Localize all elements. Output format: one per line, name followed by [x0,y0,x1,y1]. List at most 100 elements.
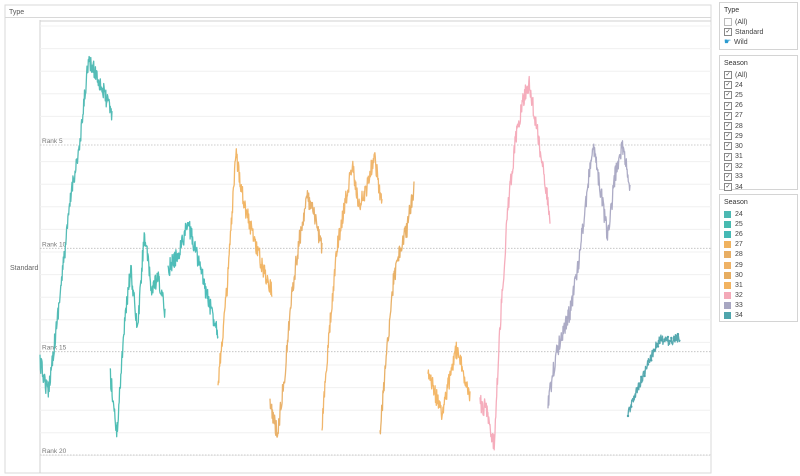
season-series-line [379,181,415,435]
legend-item[interactable]: 26 [720,229,797,239]
season-filter-item[interactable]: ✓ 31 [720,152,797,162]
season-filter-item[interactable]: ✓ 29 [720,131,797,141]
season-filter-label: 25 [735,91,743,99]
season-series-line [627,333,681,417]
legend-swatch [724,241,731,249]
chart-frame [4,4,712,474]
legend-swatch [724,210,731,218]
legend-item[interactable]: 32 [720,291,797,301]
legend-swatch [724,292,731,300]
type-filter-item[interactable]: (All) [720,17,797,27]
season-filter-label: 34 [735,183,743,191]
season-series-point [636,386,640,389]
legend-item[interactable]: 31 [720,280,797,290]
checkbox-icon[interactable]: ✓ [724,111,732,120]
season-series-point [673,339,676,342]
season-series-line [427,341,471,421]
chart-area: Type Standard Rank 5 Rank 10 Rank 15 Rank 20 [4,4,712,474]
row-header-label: Standard [10,265,39,272]
legend-swatch [724,220,731,228]
legend-label: 34 [735,312,743,320]
legend-item[interactable]: 30 [720,270,797,280]
season-series-point [640,375,643,378]
season-series-line [547,140,631,409]
season-series-line [479,75,551,451]
checkbox-icon[interactable]: ✓ [724,71,732,80]
season-series-line [39,55,113,398]
season-filter-panel: Season ✓ (All) ✓ 24 ✓ 25 ✓ 26 ✓ 27 ✓ 28 ✓ 29 ✓ 30 ✓ 31 ✓ 32… [719,55,798,192]
type-filter-list: (All) ✓ Standard ☛ Wild [720,17,797,48]
legend-label: 31 [735,281,743,289]
checkbox-icon[interactable]: ✓ [724,162,732,171]
checkbox-icon[interactable] [724,18,732,27]
legend-swatch [724,312,731,320]
legend-swatch [724,302,731,310]
season-series-point [660,338,663,342]
checkbox-icon[interactable]: ✓ [724,81,732,90]
type-filter-title: Type [724,7,740,14]
season-legend-panel: Season 24 25 26 27 28 29 30 31 32 33 34 [719,194,798,322]
season-filter-item[interactable]: ✓ 30 [720,141,797,151]
legend-swatch [724,251,731,259]
season-filter-title: Season [724,60,748,67]
season-series-point [676,332,680,336]
checkbox-icon[interactable]: ✓ [724,142,732,151]
legend-label: 27 [735,241,743,249]
type-filter-item[interactable]: ☛ Wild [720,37,797,47]
season-filter-item[interactable]: ✓ 28 [720,121,797,131]
season-series-line [269,189,323,438]
legend-label: 26 [735,230,743,238]
season-filter-item[interactable]: ✓ 25 [720,90,797,100]
type-filter-panel: Type (All) ✓ Standard ☛ Wild [719,2,798,50]
season-filter-item[interactable]: ✓ 27 [720,111,797,121]
season-filter-label: 24 [735,81,743,89]
checkbox-icon[interactable]: ✓ [724,152,732,161]
rank-label: Rank 5 [42,138,63,145]
legend-swatch [724,271,731,279]
season-filter-label: 32 [735,163,743,171]
checkbox-icon[interactable]: ✓ [724,28,732,37]
legend-item[interactable]: 34 [720,311,797,321]
pointer-cursor-icon[interactable]: ☛ [724,37,732,47]
season-series-line [321,152,383,431]
season-filter-item[interactable]: ✓ 26 [720,101,797,111]
legend-item[interactable]: 25 [720,219,797,229]
checkbox-icon[interactable]: ✓ [724,101,732,110]
season-series-point [653,348,656,351]
season-series-point [670,336,673,340]
season-series-line [217,148,273,386]
type-filter-label: Wild [734,38,748,46]
season-series-point [663,338,666,341]
season-series-point [650,359,653,362]
legend-item[interactable]: 27 [720,240,797,250]
season-filter-item[interactable]: ✓ 24 [720,80,797,90]
season-filter-label: 28 [735,122,743,130]
type-filter-label: Standard [735,28,764,36]
legend-label: 28 [735,251,743,259]
season-filter-list: ✓ (All) ✓ 24 ✓ 25 ✓ 26 ✓ 27 ✓ 28 ✓ 29 ✓ 30 ✓ 31 ✓ 32 ✓ 33 ✓ 34 [720,70,797,192]
season-legend-list: 24 25 26 27 28 29 30 31 32 33 34 [720,209,797,321]
legend-item[interactable]: 24 [720,209,797,219]
legend-item[interactable]: 28 [720,250,797,260]
legend-label: 29 [735,261,743,269]
season-filter-label: 30 [735,142,743,150]
rank-label: Rank 10 [42,241,67,248]
legend-label: 30 [735,271,743,279]
season-filter-label: (All) [735,71,748,79]
type-filter-label: (All) [735,18,748,26]
season-filter-item[interactable]: ✓ (All) [720,70,797,80]
checkbox-icon[interactable]: ✓ [724,91,732,100]
season-filter-item[interactable]: ✓ 34 [720,182,797,192]
season-series-point [633,395,636,398]
type-filter-item[interactable]: ✓ Standard [720,27,797,37]
legend-label: 32 [735,292,743,300]
legend-item[interactable]: 33 [720,301,797,311]
season-filter-item[interactable]: ✓ 32 [720,162,797,172]
legend-item[interactable]: 29 [720,260,797,270]
season-filter-item[interactable]: ✓ 33 [720,172,797,182]
checkbox-icon[interactable]: ✓ [724,132,732,141]
checkbox-icon[interactable]: ✓ [724,122,732,131]
checkbox-icon[interactable]: ✓ [724,183,732,192]
checkbox-icon[interactable]: ✓ [724,172,732,181]
